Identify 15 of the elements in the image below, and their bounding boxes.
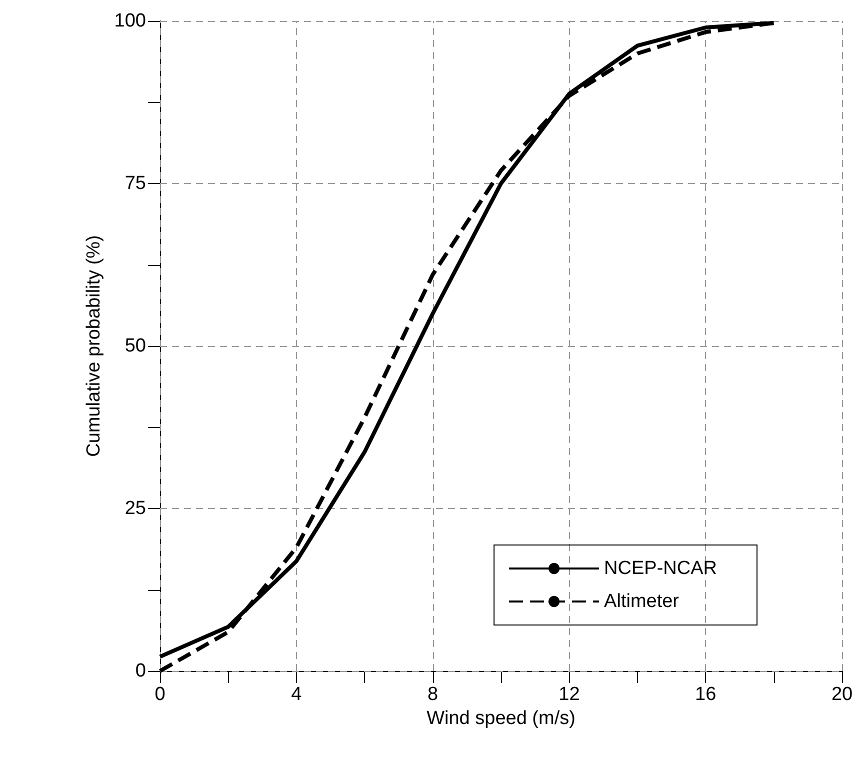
y-tick-label: 25 <box>124 498 146 519</box>
y-tick-label: 50 <box>124 336 146 356</box>
x-tick-label: 8 <box>428 684 438 705</box>
y-tick-label: 100 <box>114 10 146 32</box>
legend-label: NCEP-NCAR <box>604 558 717 579</box>
y-axis-title: Cumulative probability (%) <box>83 235 104 457</box>
x-tick-label: 0 <box>154 684 166 705</box>
x-tick-label: 4 <box>291 684 302 705</box>
x-tick-label: 12 <box>558 684 580 705</box>
x-tick-label: 16 <box>695 684 716 705</box>
y-tick-label: 75 <box>124 173 146 194</box>
x-tick-label: 20 <box>831 684 853 705</box>
legend-label: Altimeter <box>604 591 680 612</box>
y-tick-label: 0 <box>135 660 146 682</box>
x-axis-title: Wind speed (m/s) <box>426 708 576 729</box>
